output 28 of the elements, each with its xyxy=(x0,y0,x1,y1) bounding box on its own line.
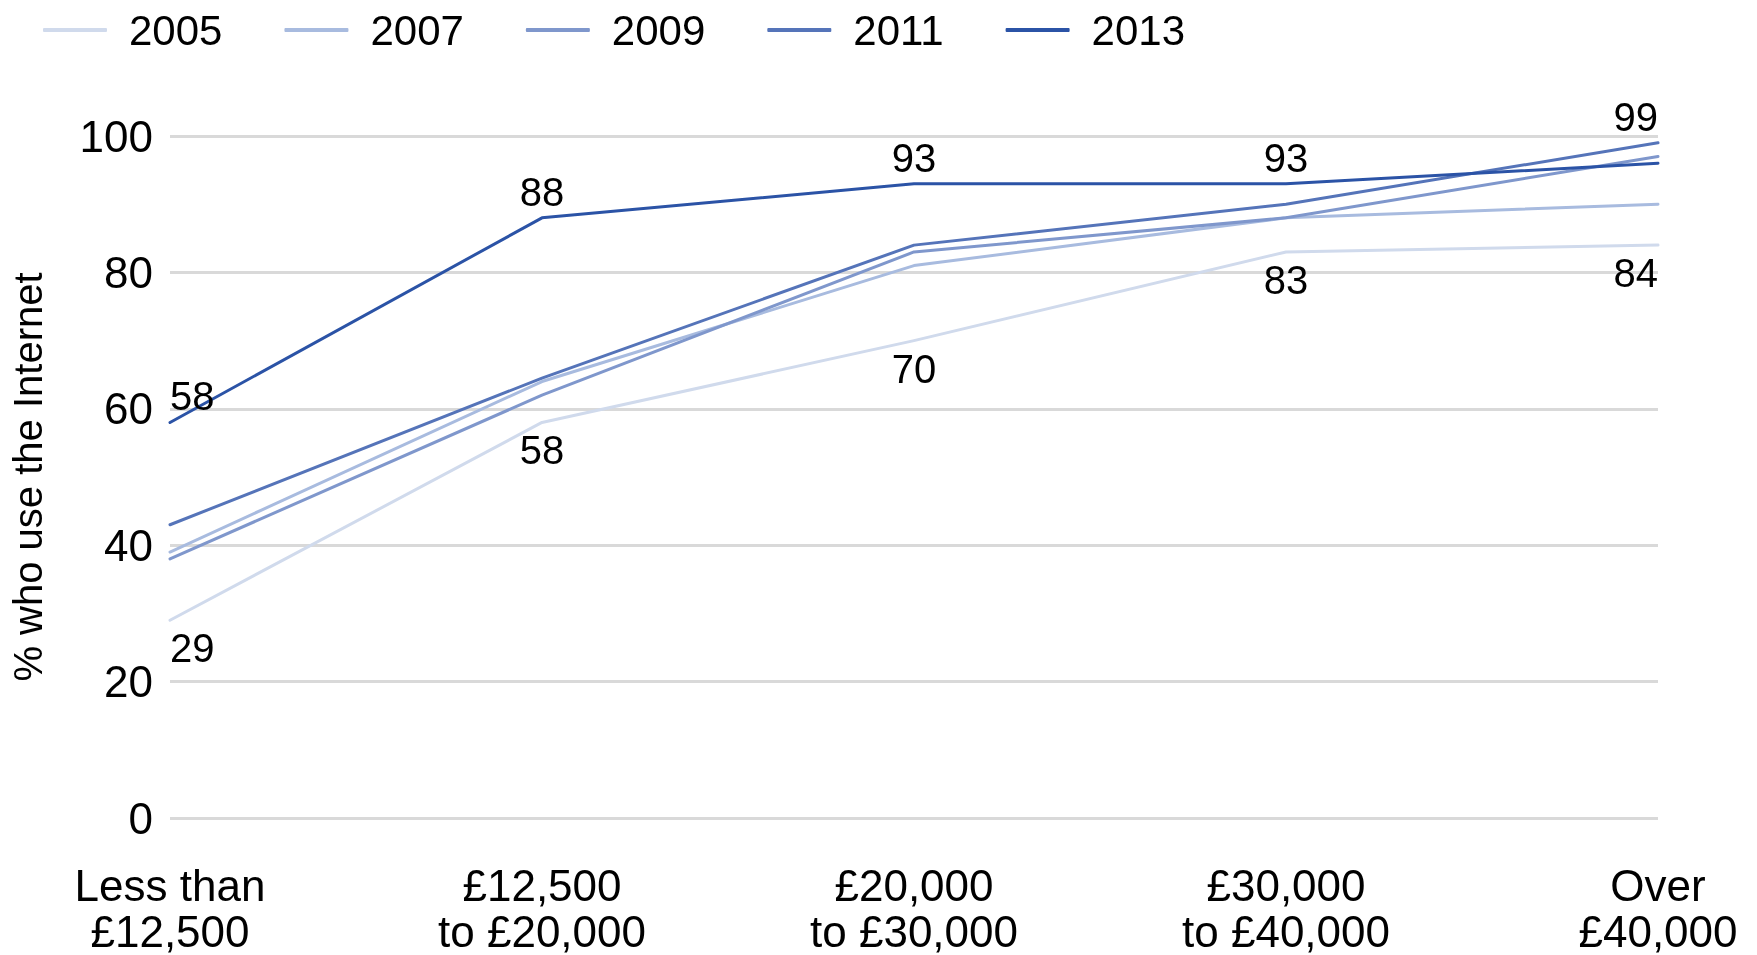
data-label: 83 xyxy=(1263,257,1309,302)
data-label: 84 xyxy=(1613,251,1658,296)
x-tick-label: £30,000 to £40,000 xyxy=(1182,860,1390,955)
y-tick-label: 60 xyxy=(104,384,153,434)
legend-label: 2011 xyxy=(853,6,944,54)
legend-label: 2005 xyxy=(129,6,223,54)
y-tick-label: 80 xyxy=(104,247,153,297)
legend-label: 2007 xyxy=(370,6,464,54)
legend-label: 2009 xyxy=(611,6,706,54)
x-tick-label: £12,500 to £20,000 xyxy=(438,860,646,955)
line-series xyxy=(168,243,1660,622)
data-label: 88 xyxy=(519,169,565,214)
y-tick-label: 100 xyxy=(79,111,153,161)
y-axis-title: % who use the Internet xyxy=(6,272,50,682)
legend-label: 2013 xyxy=(1091,6,1186,54)
x-tick-label: Over £40,000 xyxy=(1578,860,1738,955)
data-label: 58 xyxy=(519,428,565,473)
data-label: 93 xyxy=(1263,135,1309,180)
y-tick-label: 0 xyxy=(128,793,153,843)
data-label: 99 xyxy=(1613,94,1658,139)
y-tick-label: 40 xyxy=(104,520,153,570)
x-tick-label: £20,000 to £30,000 xyxy=(810,860,1018,955)
data-label: 29 xyxy=(170,626,215,671)
data-label: 58 xyxy=(170,374,215,419)
x-tick-label: Less than £12,500 xyxy=(74,860,266,955)
data-label: 93 xyxy=(891,135,937,180)
data-label: 70 xyxy=(891,346,937,391)
y-tick-label: 20 xyxy=(104,657,153,707)
